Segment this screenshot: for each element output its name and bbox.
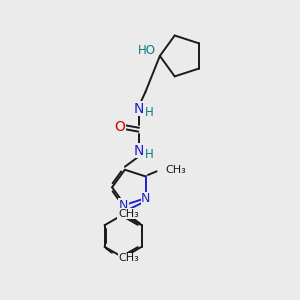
- Text: CH₃: CH₃: [166, 165, 186, 175]
- Text: N: N: [119, 199, 128, 212]
- Text: N: N: [134, 102, 144, 116]
- Text: CH₃: CH₃: [118, 209, 139, 219]
- Text: HO: HO: [138, 44, 156, 57]
- Text: CH₃: CH₃: [118, 253, 139, 263]
- Text: N: N: [141, 192, 151, 205]
- Text: H: H: [145, 106, 154, 119]
- Text: O: O: [115, 120, 126, 134]
- Text: H: H: [145, 148, 154, 161]
- Text: N: N: [134, 144, 144, 158]
